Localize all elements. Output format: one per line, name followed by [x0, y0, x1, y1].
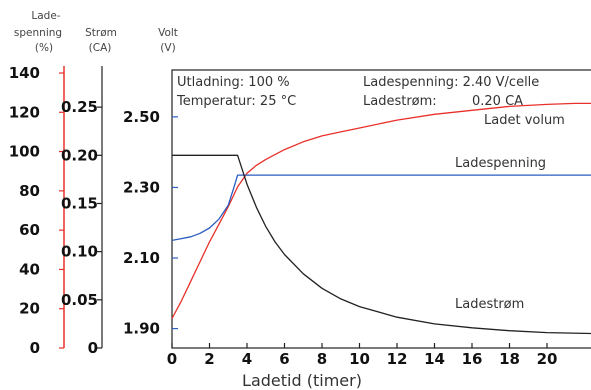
- tick-label-volum-0: 0: [30, 339, 40, 357]
- x-tick-label-2: 4: [242, 350, 252, 368]
- annotation-temperatur: Temperatur: 25 °C: [176, 94, 296, 109]
- x-tick-label-4: 8: [317, 350, 327, 368]
- x-tick-label-7: 14: [424, 350, 445, 368]
- axis-header-volt: Volt (V): [158, 27, 178, 54]
- axis-header-volt-line1: Volt: [158, 27, 178, 39]
- ticks-x: 0 2 4 6 8 10 12 14 16 18 20: [167, 343, 558, 368]
- tick-label-volum-5: 100: [9, 143, 40, 161]
- plot-frame: [171, 69, 591, 349]
- axis-header-strom-line2: (CA): [89, 42, 112, 54]
- tick-label-volt-3: 2.50: [123, 108, 160, 126]
- tick-label-volt-1: 2.10: [123, 249, 160, 267]
- series-group: [171, 102, 591, 335]
- tick-label-volum-3: 60: [19, 221, 40, 239]
- series-label-ladet-volum: Ladet volum: [484, 113, 565, 128]
- ticks-strom: 0 0.05 0.10 0.15 0.20 0.25: [61, 98, 102, 357]
- series-label-ladespenning: Ladespenning: [455, 156, 546, 171]
- axis-header-volt-line2: (V): [160, 42, 175, 54]
- x-axis-label: Ladetid (timer): [242, 371, 362, 390]
- annotation-ladespenning-setting: Ladespenning: 2.40 V/celle: [363, 75, 539, 90]
- annotation-ladestrom-label: Ladestrøm:: [363, 94, 437, 109]
- ticks-volum: 0 20 40 60 80 100 120 140: [9, 64, 64, 357]
- tick-label-volum-7: 140: [9, 64, 40, 82]
- series-label-ladestrom: Ladestrøm: [455, 297, 524, 312]
- tick-label-volt-2: 2.30: [123, 178, 160, 196]
- tick-label-volum-6: 120: [9, 103, 40, 121]
- axis-header-volum-line3: (%): [35, 42, 53, 54]
- axis-header-strom: Strøm (CA): [85, 27, 117, 54]
- tick-label-volum-1: 20: [19, 300, 40, 318]
- x-tick-label-9: 18: [499, 350, 520, 368]
- series-line-ladet-volum: [171, 102, 591, 319]
- axis-header-strom-line1: Strøm: [85, 27, 117, 39]
- tick-label-volum-4: 80: [19, 182, 40, 200]
- annotation-ladestrom-value: 0.20 CA: [472, 94, 523, 109]
- x-tick-label-1: 2: [204, 350, 214, 368]
- tick-label-strom-4: 0.20: [61, 146, 98, 164]
- tick-label-strom-0: 0: [88, 339, 98, 357]
- tick-label-volt-0: 1.90: [123, 320, 160, 338]
- annotation-utladning: Utladning: 100 %: [177, 75, 290, 90]
- x-tick-label-5: 10: [349, 350, 370, 368]
- tick-label-strom-2: 0.10: [61, 243, 98, 261]
- tick-label-strom-3: 0.15: [61, 194, 98, 212]
- axis-header-volum: Lade- spenning (%): [14, 10, 62, 54]
- tick-label-strom-5: 0.25: [61, 98, 98, 116]
- x-tick-label-6: 12: [387, 350, 408, 368]
- axis-header-volum-line2: spenning: [14, 27, 62, 39]
- tick-label-volum-2: 40: [19, 260, 40, 278]
- tick-label-strom-1: 0.05: [61, 291, 98, 309]
- axis-header-volum-line1: Lade-: [31, 10, 60, 22]
- x-tick-label-3: 6: [279, 350, 289, 368]
- series-line-ladespenning: [171, 174, 591, 242]
- x-tick-label-10: 20: [537, 350, 558, 368]
- x-tick-label-0: 0: [167, 350, 177, 368]
- ticks-volt: 1.90 2.10 2.30 2.50: [123, 108, 178, 338]
- series-line-ladestr-m: [172, 154, 591, 335]
- x-tick-label-8: 16: [462, 350, 483, 368]
